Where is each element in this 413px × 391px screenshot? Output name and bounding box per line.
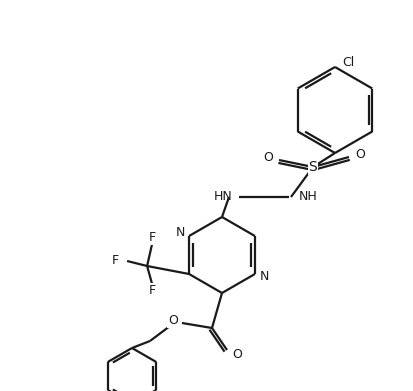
Text: F: F — [148, 283, 155, 296]
Text: F: F — [148, 231, 155, 244]
Text: O: O — [168, 314, 178, 328]
Text: N: N — [175, 226, 185, 240]
Text: S: S — [308, 160, 317, 174]
Text: NH: NH — [298, 190, 317, 203]
Text: N: N — [259, 269, 268, 283]
Text: O: O — [231, 348, 241, 362]
Text: F: F — [112, 255, 119, 267]
Text: HN: HN — [214, 190, 233, 203]
Text: Cl: Cl — [341, 56, 354, 68]
Text: O: O — [263, 151, 272, 165]
Text: O: O — [354, 149, 364, 161]
